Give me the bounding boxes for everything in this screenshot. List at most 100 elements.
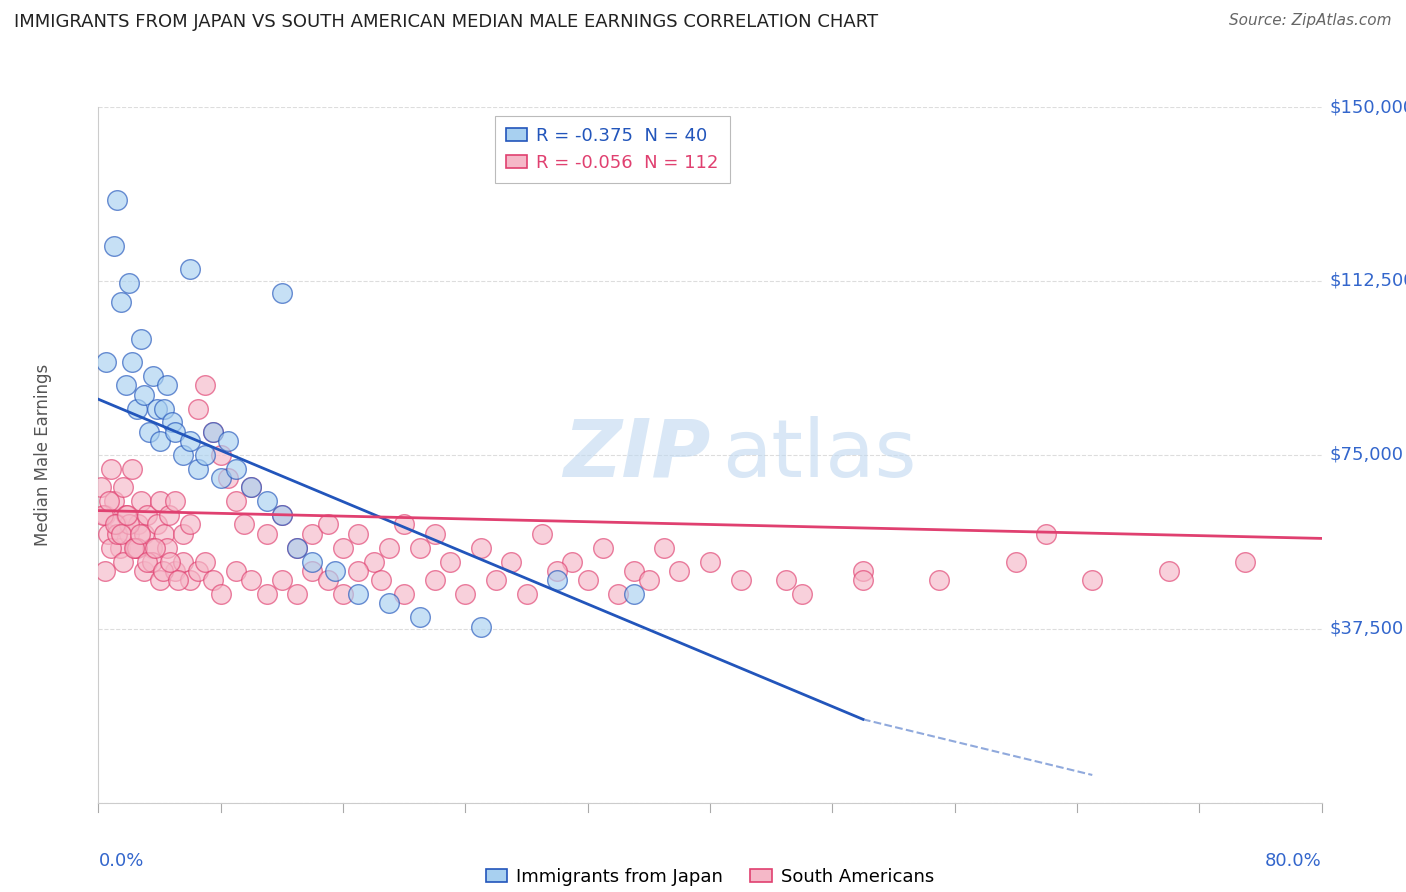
Point — [159, 555, 181, 569]
Point — [153, 526, 176, 541]
Point — [163, 425, 186, 439]
Text: 0.0%: 0.0% — [98, 852, 143, 870]
Text: $112,500: $112,500 — [1329, 272, 1406, 290]
Point — [301, 564, 323, 578]
Point — [105, 526, 128, 541]
Point — [270, 285, 292, 300]
Point — [134, 387, 156, 401]
Point — [546, 564, 568, 578]
Point — [1234, 555, 1257, 569]
Point — [1035, 526, 1057, 541]
Point — [270, 508, 292, 523]
Point — [652, 541, 675, 555]
Point — [301, 555, 323, 569]
Text: Source: ZipAtlas.com: Source: ZipAtlas.com — [1229, 13, 1392, 29]
Point — [202, 573, 225, 587]
Point — [194, 555, 217, 569]
Point — [202, 425, 225, 439]
Point — [202, 425, 225, 439]
Point — [103, 239, 125, 253]
Point — [209, 587, 232, 601]
Point — [530, 526, 553, 541]
Point — [122, 541, 145, 555]
Point — [217, 434, 239, 448]
Point — [852, 573, 875, 587]
Point — [100, 541, 122, 555]
Point — [93, 508, 115, 523]
Point — [142, 369, 165, 384]
Point — [110, 526, 132, 541]
Point — [485, 573, 508, 587]
Point — [156, 541, 179, 555]
Point — [623, 587, 645, 601]
Point — [163, 564, 186, 578]
Point — [115, 508, 138, 523]
Point — [156, 378, 179, 392]
Text: $75,000: $75,000 — [1329, 446, 1403, 464]
Point — [454, 587, 477, 601]
Point — [104, 517, 127, 532]
Point — [141, 541, 163, 555]
Point — [225, 494, 247, 508]
Text: $150,000: $150,000 — [1329, 98, 1406, 116]
Point — [423, 573, 446, 587]
Point — [121, 462, 143, 476]
Point — [1157, 564, 1180, 578]
Point — [134, 564, 156, 578]
Point — [124, 541, 146, 555]
Point — [149, 494, 172, 508]
Point — [928, 573, 950, 587]
Point — [149, 434, 172, 448]
Point — [152, 564, 174, 578]
Point — [408, 541, 430, 555]
Point — [93, 564, 115, 578]
Point — [125, 541, 148, 555]
Point — [285, 587, 308, 601]
Point — [225, 564, 247, 578]
Point — [363, 555, 385, 569]
Point — [209, 471, 232, 485]
Point — [172, 448, 194, 462]
Text: ZIP: ZIP — [562, 416, 710, 494]
Point — [194, 448, 217, 462]
Point — [332, 587, 354, 601]
Point — [637, 573, 661, 587]
Point — [98, 494, 121, 508]
Point — [105, 193, 128, 207]
Point — [301, 526, 323, 541]
Point — [225, 462, 247, 476]
Point — [128, 526, 150, 541]
Point — [392, 587, 416, 601]
Point — [115, 378, 138, 392]
Text: IMMIGRANTS FROM JAPAN VS SOUTH AMERICAN MEDIAN MALE EARNINGS CORRELATION CHART: IMMIGRANTS FROM JAPAN VS SOUTH AMERICAN … — [14, 13, 879, 31]
Point — [136, 555, 159, 569]
Point — [167, 573, 190, 587]
Point — [118, 277, 141, 291]
Point — [127, 517, 149, 532]
Point — [378, 596, 401, 610]
Point — [163, 494, 186, 508]
Point — [607, 587, 630, 601]
Point — [240, 480, 263, 494]
Point — [546, 573, 568, 587]
Point — [209, 448, 232, 462]
Point — [129, 332, 152, 346]
Point — [370, 573, 392, 587]
Point — [160, 416, 183, 430]
Point — [270, 508, 292, 523]
Point — [117, 508, 139, 523]
Text: 80.0%: 80.0% — [1265, 852, 1322, 870]
Point — [94, 355, 117, 369]
Point — [790, 587, 813, 601]
Point — [121, 355, 143, 369]
Point — [316, 573, 339, 587]
Point — [347, 587, 370, 601]
Point — [699, 555, 721, 569]
Legend: Immigrants from Japan, South Americans: Immigrants from Japan, South Americans — [478, 861, 942, 892]
Point — [141, 555, 163, 569]
Point — [179, 573, 201, 587]
Point — [103, 494, 125, 508]
Point — [111, 555, 134, 569]
Point — [194, 378, 217, 392]
Point — [347, 564, 370, 578]
